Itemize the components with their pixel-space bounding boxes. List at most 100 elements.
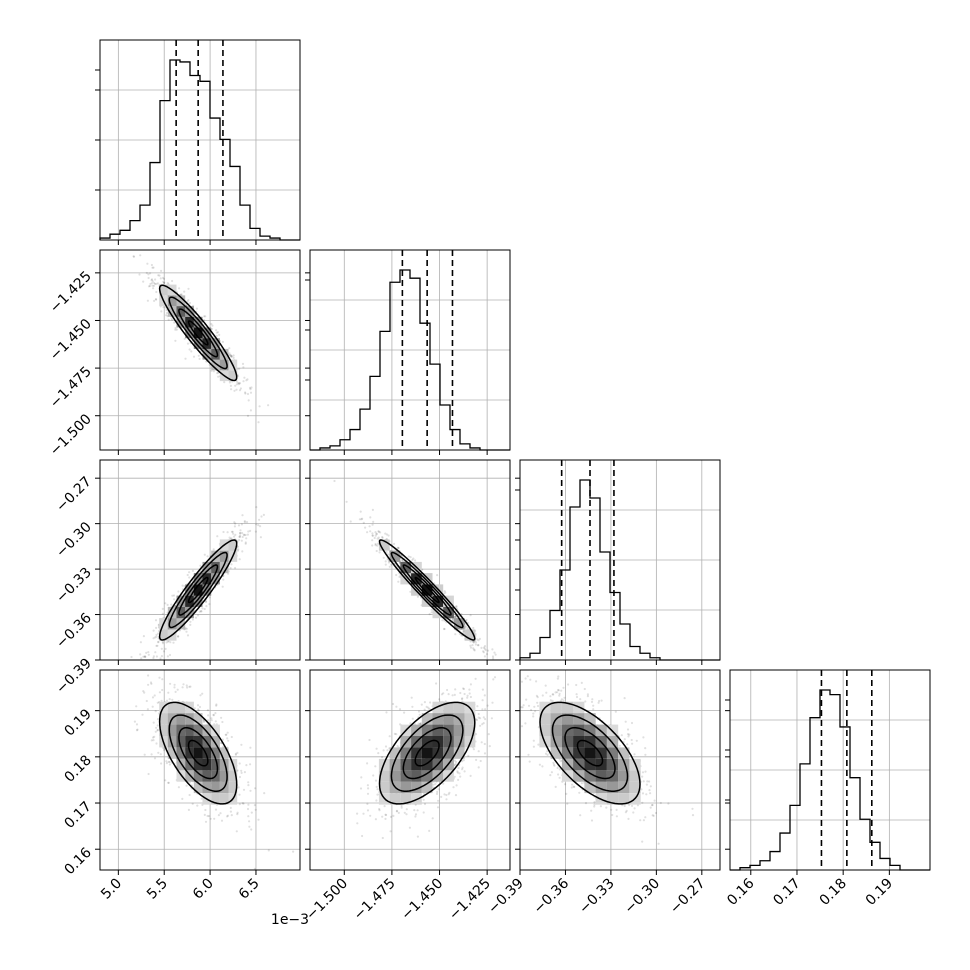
- sample-point: [230, 735, 233, 739]
- sample-point: [172, 594, 176, 597]
- sample-point: [160, 655, 163, 658]
- density-cell: [228, 539, 238, 551]
- sample-point: [255, 506, 258, 509]
- sample-point: [371, 544, 374, 547]
- sample-point: [485, 653, 489, 656]
- sample-point: [239, 534, 242, 537]
- sample-point: [381, 815, 384, 818]
- sample-point: [250, 811, 253, 814]
- sample-point: [459, 775, 462, 778]
- sample-point: [477, 766, 480, 769]
- sample-point: [207, 714, 210, 717]
- sample-point: [427, 706, 430, 709]
- sample-point: [226, 737, 229, 740]
- sample-point: [144, 655, 147, 658]
- sample-point: [544, 684, 547, 687]
- sample-point: [466, 694, 469, 697]
- sample-point: [154, 710, 157, 713]
- sample-point: [249, 409, 252, 412]
- sample-point: [428, 829, 431, 833]
- x-tick-label: 5.0: [98, 876, 125, 903]
- sample-point: [242, 788, 246, 791]
- sample-point: [377, 542, 380, 545]
- sample-point: [550, 771, 554, 774]
- sample-point: [210, 719, 213, 722]
- sample-point: [356, 812, 359, 815]
- sample-point: [382, 556, 385, 559]
- sample-point: [233, 389, 236, 392]
- y-tick-label: −0.33: [53, 565, 95, 607]
- sample-point: [238, 538, 241, 542]
- sample-point: [477, 750, 480, 753]
- sample-point: [198, 610, 201, 613]
- sample-point: [238, 382, 241, 385]
- sample-point: [180, 293, 183, 296]
- sample-point: [254, 787, 257, 790]
- sample-point: [240, 769, 243, 772]
- sample-point: [246, 392, 250, 396]
- sample-point: [242, 533, 245, 536]
- sample-point: [366, 531, 369, 534]
- x-tick-label: −1.475: [351, 876, 399, 924]
- sample-point: [371, 508, 374, 511]
- sample-point: [383, 805, 386, 808]
- sample-point: [476, 705, 479, 708]
- sample-point: [494, 653, 497, 656]
- sample-point: [484, 708, 487, 711]
- sample-point: [484, 718, 487, 721]
- sample-point: [253, 804, 256, 807]
- sample-point: [152, 284, 155, 287]
- sample-point: [492, 657, 495, 660]
- sample-point: [230, 814, 233, 817]
- sample-point: [183, 290, 186, 293]
- sample-point: [493, 651, 496, 654]
- sample-point: [262, 513, 265, 517]
- sample-point: [237, 524, 241, 527]
- sample-point: [145, 699, 148, 703]
- sample-point: [188, 576, 191, 579]
- sample-point: [479, 759, 482, 763]
- sample-point: [150, 279, 153, 282]
- sample-point: [146, 262, 149, 265]
- sample-point: [560, 689, 563, 692]
- sample-point: [171, 698, 174, 701]
- sample-point: [393, 542, 396, 546]
- sample-point: [183, 337, 186, 340]
- sample-point: [454, 633, 457, 636]
- sample-point: [469, 683, 472, 686]
- contour-level-3: [168, 551, 228, 629]
- sample-point: [156, 701, 159, 704]
- sample-point: [157, 632, 160, 635]
- sample-point: [167, 781, 170, 784]
- density-cell: [202, 348, 212, 360]
- sample-point: [152, 655, 155, 658]
- sample-point: [245, 379, 248, 382]
- density-cell: [443, 736, 454, 748]
- sample-point: [384, 563, 387, 566]
- sample-point: [154, 278, 157, 281]
- sample-point: [191, 618, 194, 621]
- sample-point: [249, 529, 252, 533]
- sample-point: [142, 655, 145, 658]
- sample-point: [169, 682, 172, 685]
- sample-point: [483, 752, 487, 755]
- sample-point: [642, 736, 645, 739]
- sample-point: [366, 809, 370, 812]
- sample-point: [155, 742, 158, 745]
- sample-point: [373, 536, 376, 540]
- sample-point: [437, 799, 440, 802]
- sample-point: [237, 383, 240, 386]
- sample-point: [229, 354, 232, 357]
- sample-point: [250, 828, 253, 831]
- sample-point: [389, 563, 393, 566]
- sample-point: [446, 688, 449, 692]
- sample-point: [254, 808, 257, 811]
- sample-point: [483, 742, 486, 746]
- sample-point: [525, 698, 528, 701]
- sample-point: [146, 299, 149, 302]
- contour-level-4: [158, 284, 238, 382]
- x-tick-label: 5.5: [144, 876, 171, 903]
- sample-point: [236, 375, 240, 378]
- sample-point: [428, 613, 431, 616]
- sample-point: [453, 693, 456, 697]
